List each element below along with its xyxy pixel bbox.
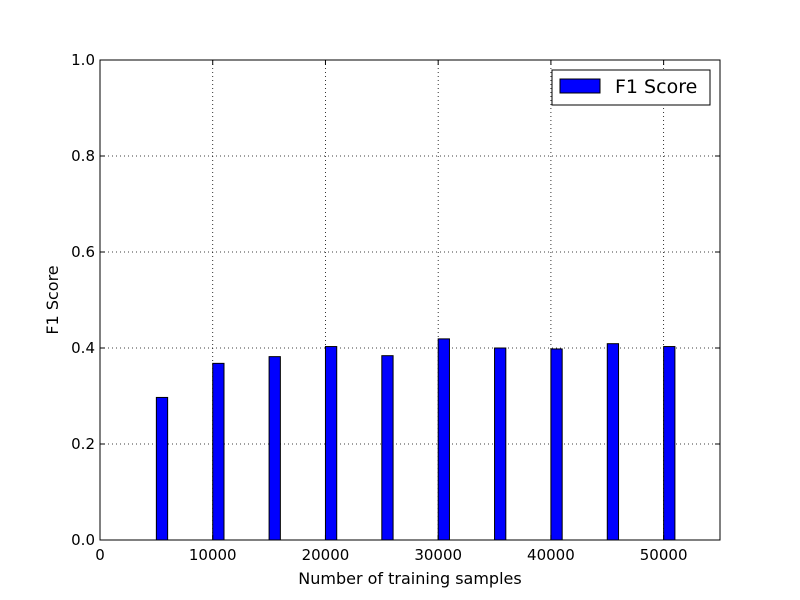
- bar: [663, 346, 676, 541]
- bar: [212, 362, 225, 541]
- legend: F1 Score: [551, 69, 711, 106]
- legend-label-f1-score: F1 Score: [615, 76, 697, 98]
- x-axis-tick-labels: 0 10000 20000 30000 40000 50000: [95, 546, 687, 564]
- y-tick-label: 0.4: [71, 339, 95, 357]
- bar: [381, 355, 394, 541]
- bar: [155, 396, 169, 541]
- x-tick-label: 50000: [640, 546, 688, 564]
- y-tick-label: 0.0: [71, 531, 95, 549]
- y-axis-label: F1 Score: [43, 265, 62, 334]
- x-tick-label: 0: [95, 546, 105, 564]
- bar: [606, 343, 620, 541]
- plot-area-frame: [99, 59, 721, 541]
- bar: [268, 356, 281, 541]
- bar: [494, 347, 507, 541]
- y-axis-tick-labels: 0.0 0.2 0.4 0.6 0.8 1.0: [71, 51, 95, 549]
- x-axis-label: Number of training samples: [298, 569, 521, 588]
- legend-swatch-f1-score: [559, 78, 601, 94]
- y-tick-label: 0.8: [71, 147, 95, 165]
- x-tick-label: 20000: [302, 546, 350, 564]
- bar: [324, 346, 338, 541]
- bar: [437, 338, 450, 541]
- x-tick-label: 30000: [414, 546, 462, 564]
- y-tick-label: 1.0: [71, 51, 95, 69]
- axis-ticks: [99, 59, 720, 541]
- y-tick-label: 0.6: [71, 243, 95, 261]
- x-tick-label: 40000: [527, 546, 575, 564]
- x-tick-label: 10000: [189, 546, 237, 564]
- bar: [550, 348, 563, 541]
- y-tick-label: 0.2: [71, 435, 95, 453]
